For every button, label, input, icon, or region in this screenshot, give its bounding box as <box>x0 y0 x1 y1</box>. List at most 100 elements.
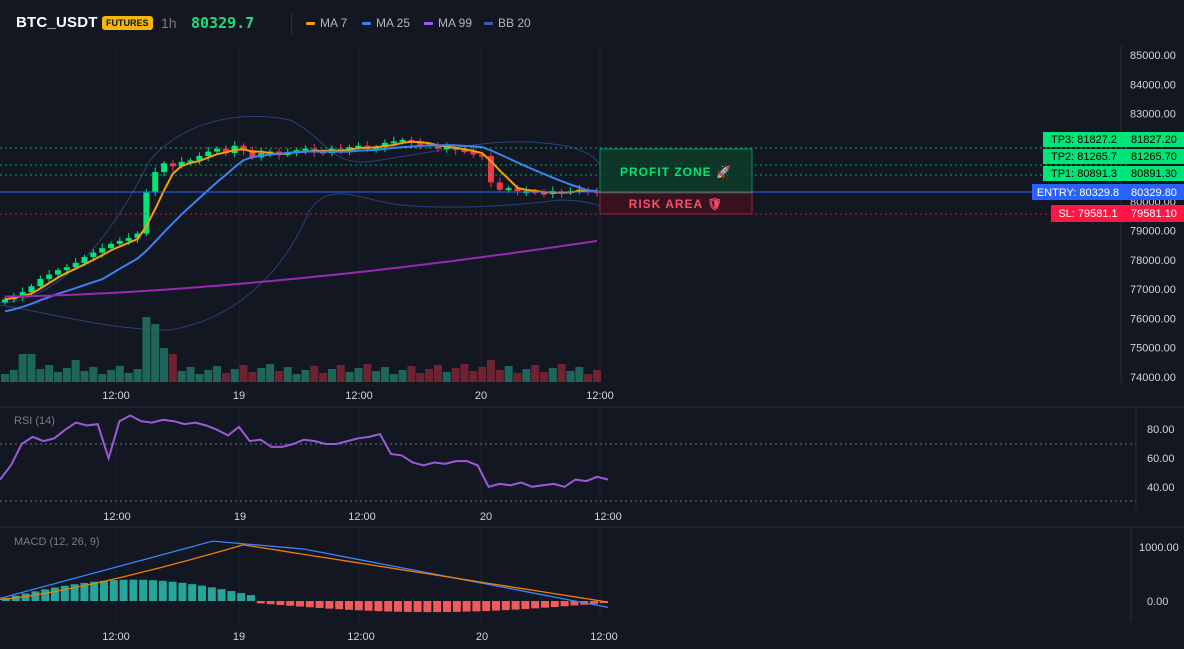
candle <box>152 172 159 193</box>
volume-bar <box>398 370 407 382</box>
volume-bar <box>195 374 204 382</box>
candle <box>346 147 353 151</box>
candle <box>161 163 168 173</box>
volume-bar <box>372 371 381 382</box>
volume-bar <box>433 365 442 382</box>
tp2-tag-label: TP2: 81265.7 <box>1051 151 1117 163</box>
macd-bar <box>374 601 383 612</box>
futures-badge: FUTURES <box>102 16 153 30</box>
volume-bar <box>1 374 9 382</box>
candle <box>99 248 106 253</box>
macd-bar <box>433 601 442 613</box>
candle <box>240 145 247 151</box>
time-tick: 12:00 <box>348 511 376 523</box>
volume-bar <box>486 360 495 382</box>
macd-bar <box>158 580 167 601</box>
time-tick: 12:00 <box>590 631 618 643</box>
entry-tag-label: ENTRY: 80329.8 <box>1037 187 1119 199</box>
header-divider <box>291 14 292 34</box>
rsi-tick: 40.00 <box>1147 482 1175 494</box>
candle <box>37 278 44 287</box>
macd-bar <box>570 601 579 606</box>
candle <box>390 141 397 144</box>
tp1-axis-tag <box>1125 166 1184 181</box>
volume-bar <box>593 370 601 382</box>
macd-bar <box>178 582 187 601</box>
macd-bar <box>394 601 402 612</box>
volume-bar <box>451 368 460 382</box>
legend-label: MA 99 <box>438 16 473 30</box>
candle <box>178 161 185 167</box>
macd-bar <box>21 593 30 601</box>
candle <box>540 192 547 195</box>
time-tick: 12:00 <box>102 390 130 402</box>
timeframe-label[interactable]: 1h <box>161 15 177 31</box>
bb-upper <box>0 116 601 304</box>
time-tick: 12:00 <box>594 511 622 523</box>
macd-bar <box>129 579 138 601</box>
macd-bar <box>462 601 471 612</box>
time-tick: 12:00 <box>103 511 131 523</box>
time-tick: 20 <box>475 390 487 402</box>
time-axis[interactable]: 12:00 19 12:00 20 12:00 12:00 19 12:00 20 12:00 12… <box>102 390 622 643</box>
price-tick: 76000.00 <box>1130 313 1176 325</box>
legend-ma99[interactable]: MA 99 <box>424 16 472 30</box>
legend-bb20[interactable]: BB 20 <box>484 16 531 30</box>
macd-bar <box>452 601 461 612</box>
tp1-tag-label: TP1: 80891.3 <box>1051 168 1117 180</box>
tp1-tag <box>1043 166 1125 181</box>
macd-bar <box>521 601 530 609</box>
volume-bar <box>168 354 177 382</box>
volume-bar <box>548 368 557 382</box>
macd-tick: 1000.00 <box>1139 542 1179 554</box>
risk-zone[interactable] <box>599 192 753 215</box>
rsi-line <box>0 414 609 488</box>
macd-bar <box>168 581 177 601</box>
volume-bar <box>584 374 593 382</box>
candle <box>116 240 123 244</box>
macd-line <box>0 540 609 609</box>
volume-bar <box>221 373 230 382</box>
legend-ma25[interactable]: MA 25 <box>362 16 410 30</box>
candle <box>143 192 150 234</box>
volume-bar <box>204 370 213 382</box>
volume-bar <box>495 370 504 382</box>
macd-bar <box>217 589 226 601</box>
entry-axis-tag <box>1125 184 1184 200</box>
time-tick: 20 <box>480 511 492 523</box>
candle <box>214 148 221 152</box>
volume-bar <box>45 365 54 382</box>
macd-bar <box>511 601 520 610</box>
macd-bar <box>90 581 99 601</box>
macd-bar <box>256 601 265 604</box>
profit-zone[interactable] <box>599 148 753 193</box>
volume-bar <box>80 371 89 382</box>
candle <box>169 163 176 167</box>
macd-bar <box>188 584 197 601</box>
sl-tag-label: SL: 79581.1 <box>1058 208 1117 220</box>
macd-bar <box>345 601 353 610</box>
volume-bar <box>478 367 487 382</box>
rsi-tick: 60.00 <box>1147 453 1175 465</box>
macd-histogram <box>2 579 608 613</box>
macd-bar <box>541 601 549 608</box>
price-tick: 83000.00 <box>1130 109 1176 121</box>
macd-bar <box>501 601 510 611</box>
candle <box>505 188 512 191</box>
candle <box>470 151 477 155</box>
symbol-label[interactable]: BTC_USDT <box>16 14 98 31</box>
tp2-axis-tag <box>1125 149 1184 164</box>
volume-bar <box>345 372 354 382</box>
chart-header: BTC_USDT FUTURES 1h 80329.7 MA 7 MA 25 M… <box>0 0 1184 46</box>
volume-bar <box>513 373 522 382</box>
volume-bar <box>469 371 478 382</box>
macd-bar <box>51 587 59 601</box>
profit-zone-label: PROFIT ZONE 🚀 <box>620 165 732 179</box>
time-tick: 19 <box>234 511 246 523</box>
candle <box>28 286 35 293</box>
macd-bar <box>31 591 40 601</box>
legend-ma7[interactable]: MA 7 <box>306 16 347 30</box>
time-tick: 12:00 <box>586 390 614 402</box>
volume-bar <box>319 373 328 382</box>
